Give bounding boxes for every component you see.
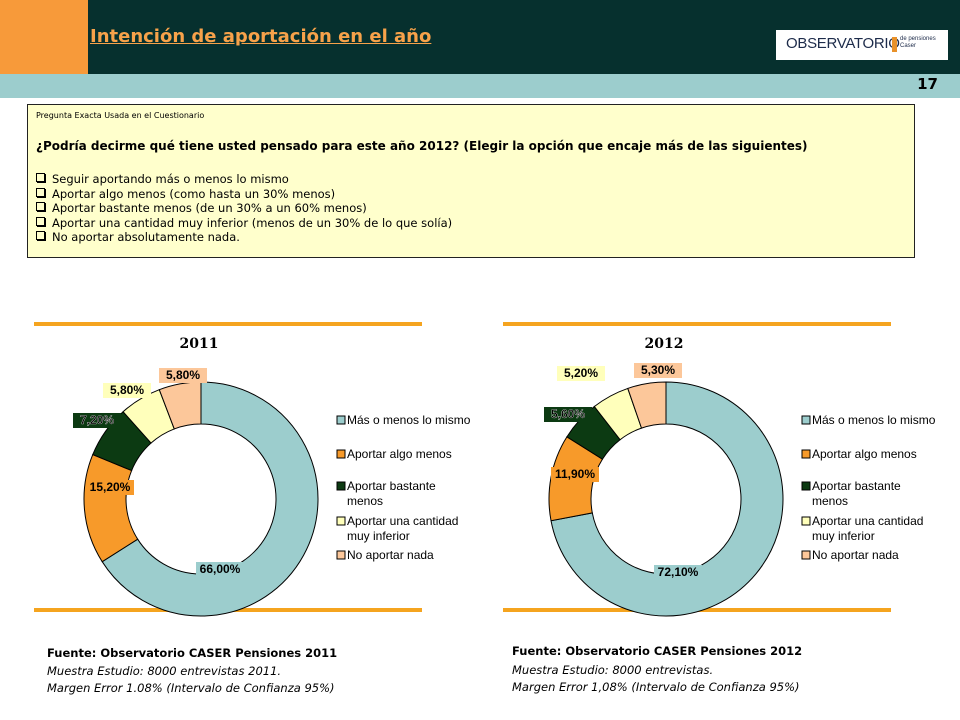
option-label: Seguir aportando más o menos lo mismo bbox=[52, 172, 289, 186]
data-label-bg bbox=[557, 366, 605, 381]
checkbox-icon bbox=[36, 202, 45, 211]
donut-chart-2011: 2011 66,00% 15,20% 7,20% 5,80% 5,80% Más o men… bbox=[34, 322, 470, 617]
logo-subtext-line2: Caser bbox=[900, 43, 917, 49]
donut-slice bbox=[627, 381, 667, 429]
legend-label: Aportar algo menos bbox=[812, 447, 917, 461]
data-label: 5,20% bbox=[564, 366, 598, 380]
chart-title: 2011 bbox=[180, 336, 219, 352]
question-text: ¿Podría decirme qué tiene usted pensado … bbox=[36, 139, 808, 153]
legend-swatch bbox=[336, 415, 346, 425]
data-label: 15,20% bbox=[90, 480, 131, 494]
legend-label: Aportar algo menos bbox=[347, 447, 452, 461]
data-label: 7,20% bbox=[80, 413, 114, 427]
option-label: Aportar algo menos (como hasta un 30% me… bbox=[52, 186, 336, 201]
donut-slice bbox=[158, 381, 202, 430]
observatorio-logo: OBSERVATORIO de pensiones Caser bbox=[776, 30, 948, 60]
legend-label: Aportar una cantidad bbox=[812, 514, 923, 528]
data-label: 5,80% bbox=[166, 368, 200, 382]
option-label: Aportar bastante menos (de un 30% a un 6… bbox=[52, 201, 367, 215]
data-label-bg bbox=[86, 480, 134, 495]
logo-accent bbox=[892, 37, 897, 52]
checkbox-icon bbox=[36, 216, 45, 226]
data-label: 72,10% bbox=[658, 565, 699, 579]
source-sample: Muestra Estudio: 8000 entrevistas. bbox=[512, 663, 714, 677]
source-block-2012: Fuente: Observatorio CASER Pensiones 201… bbox=[512, 644, 802, 694]
legend-label: menos bbox=[812, 494, 848, 508]
legend-label: Aportar una cantidad bbox=[347, 514, 458, 528]
legend-swatch bbox=[336, 481, 346, 491]
donut-slice bbox=[550, 381, 784, 617]
data-label: 5,80% bbox=[110, 383, 144, 397]
data-label-bg bbox=[103, 383, 151, 398]
source-margin: Margen Error 1,08% (Intervalo de Confian… bbox=[512, 680, 800, 694]
question-box: Pregunta Exacta Usada en el Cuestionario… bbox=[27, 104, 915, 258]
data-label: 11,90% bbox=[555, 467, 595, 481]
donut-slice bbox=[101, 381, 319, 617]
legend-swatch bbox=[801, 415, 811, 425]
legend-label: No aportar nada bbox=[812, 548, 899, 562]
logo-subtext-line1: de pensiones bbox=[900, 36, 936, 42]
page-number: 17 bbox=[917, 75, 938, 93]
legend-swatch bbox=[336, 550, 346, 560]
option-label: Aportar una cantidad muy inferior (menos… bbox=[52, 215, 453, 230]
legend-swatch bbox=[801, 550, 811, 560]
legend-swatch bbox=[336, 516, 346, 526]
legend-label: Más o menos lo mismo bbox=[812, 413, 935, 427]
data-label-bg bbox=[159, 368, 207, 383]
legend-label: Más o menos lo mismo bbox=[347, 413, 470, 427]
checkbox-icon bbox=[36, 187, 45, 197]
question-option: Aportar bastante menos (de un 30% a un 6… bbox=[36, 201, 452, 216]
legend-label: Aportar bastante bbox=[347, 479, 436, 493]
top-rule bbox=[34, 322, 422, 326]
question-option: Aportar una cantidad muy inferior (menos… bbox=[36, 216, 452, 231]
subheader-band bbox=[0, 74, 960, 98]
data-label-bg bbox=[544, 407, 592, 422]
question-option: Seguir aportando más o menos lo mismo bbox=[36, 172, 452, 187]
question-options: Seguir aportando más o menos lo mismo Ap… bbox=[36, 172, 452, 245]
donut-chart-2012: 2012 72,10% 11,90% 5,60% 5,20% 5,30% Más o men… bbox=[503, 322, 935, 617]
data-label-bg bbox=[654, 565, 702, 580]
source-margin: Margen Error 1.08% (Intervalo de Confian… bbox=[47, 681, 335, 695]
source-title: Fuente: Observatorio CASER Pensiones 201… bbox=[47, 646, 338, 660]
data-label: 5,30% bbox=[641, 363, 675, 377]
source-sample: Muestra Estudio: 8000 entrevistas 2011. bbox=[47, 664, 282, 678]
question-option: Aportar algo menos (como hasta un 30% me… bbox=[36, 187, 452, 202]
chart-title: 2012 bbox=[645, 336, 684, 352]
source-title: Fuente: Observatorio CASER Pensiones 201… bbox=[512, 644, 803, 658]
legend-swatch bbox=[801, 481, 811, 491]
logo-text: OBSERVATORIO bbox=[786, 35, 900, 52]
data-label-bg bbox=[73, 413, 121, 428]
legend-label: muy inferior bbox=[347, 529, 410, 543]
header-accent-block bbox=[0, 0, 88, 74]
source-block-2011: Fuente: Observatorio CASER Pensiones 201… bbox=[47, 646, 337, 695]
data-label-bg bbox=[196, 562, 244, 577]
data-label-bg bbox=[634, 363, 682, 378]
legend-swatch bbox=[336, 449, 346, 459]
data-label: 66,00% bbox=[200, 562, 241, 576]
header-bar: Intención de aportación en el año OBSERV… bbox=[0, 0, 960, 74]
legend-label: Aportar bastante bbox=[812, 479, 901, 493]
legend-swatch bbox=[801, 516, 811, 526]
legend-swatch bbox=[801, 449, 811, 459]
page-title: Intención de aportación en el año bbox=[90, 26, 432, 47]
checkbox-icon bbox=[36, 231, 45, 240]
top-rule bbox=[503, 322, 891, 326]
data-label-bg bbox=[551, 467, 599, 482]
legend-label: No aportar nada bbox=[347, 548, 434, 562]
question-label: Pregunta Exacta Usada en el Cuestionario bbox=[36, 111, 205, 120]
option-label: No aportar absolutamente nada. bbox=[52, 230, 240, 244]
logo-subtext: de pensiones Caser bbox=[900, 36, 936, 50]
question-option: No aportar absolutamente nada. bbox=[36, 230, 452, 245]
legend-label: muy inferior bbox=[812, 529, 875, 543]
legend-label: menos bbox=[347, 494, 383, 508]
checkbox-icon bbox=[36, 173, 45, 182]
data-label: 5,60% bbox=[551, 407, 585, 421]
